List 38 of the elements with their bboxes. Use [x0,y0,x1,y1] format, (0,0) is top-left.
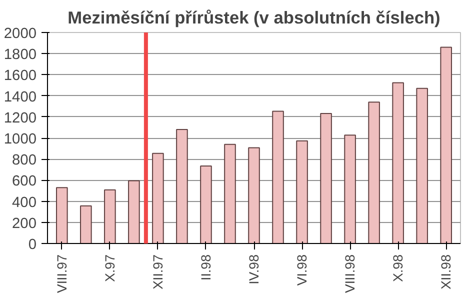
x-tick-label: VIII.97 [54,254,70,294]
y-tick-label: 1600 [4,68,37,84]
bar [56,187,68,244]
bar [200,165,212,244]
y-tick-label: 0 [28,237,37,253]
bar [224,144,236,244]
bar [104,189,116,244]
bar [320,113,332,244]
x-tick-label: IV.98 [246,254,262,284]
y-tick-label: 2000 [4,26,37,42]
x-tick-label: X.98 [390,254,406,282]
y-tick-label: 1800 [4,47,37,64]
bar [272,110,284,244]
x-tick-label: X.97 [102,254,118,282]
bar [440,46,452,244]
y-tick-label: 1000 [4,132,37,148]
x-tick-label: VIII.98 [342,254,358,294]
x-tick-label: II.98 [198,254,214,280]
y-tick-label: 800 [12,152,37,169]
x-tick-label: VI.98 [294,254,310,286]
x-tick-label: XII.98 [438,254,454,290]
y-tick-label: 200 [12,216,37,232]
bar [248,147,260,244]
y-tick-label: 1200 [4,110,37,126]
x-tick-label: XII.97 [150,254,166,290]
bar [152,152,164,244]
bar [296,140,308,244]
y-tick-label: 1400 [4,89,37,106]
chart-title: Meziměsíční přírůstek (v absolutních číslech) [68,8,440,28]
bar [344,134,356,244]
bar [176,128,188,244]
bar [128,180,140,244]
bar [416,88,428,244]
bar [80,205,92,244]
y-tick-label: 600 [12,174,37,190]
bar [368,102,380,244]
bar [392,82,404,244]
y-tick-label: 400 [12,194,37,211]
